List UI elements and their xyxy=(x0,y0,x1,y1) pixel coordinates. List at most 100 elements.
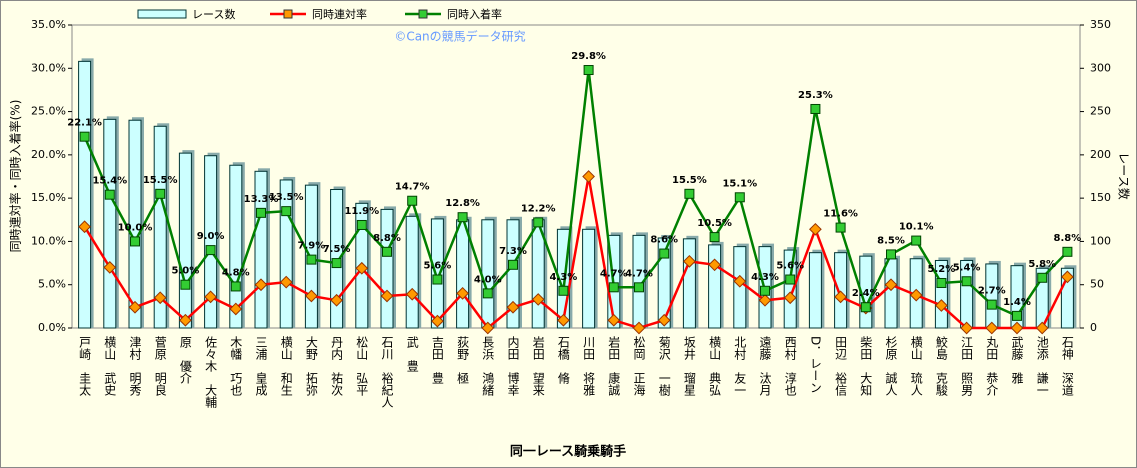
marker xyxy=(431,314,444,328)
marker xyxy=(180,279,191,290)
y-tick-label: 0.0% xyxy=(38,321,66,334)
marker xyxy=(380,289,394,303)
bar xyxy=(808,252,822,329)
marker xyxy=(279,275,293,289)
x-tick-label: 柴田 大知 xyxy=(859,336,873,397)
data-label: 11.6% xyxy=(823,209,858,220)
bar xyxy=(657,237,671,329)
marker xyxy=(230,281,241,292)
marker xyxy=(407,195,418,206)
data-label: 10.1% xyxy=(899,222,934,233)
data-label: 8.5% xyxy=(877,235,905,246)
marker xyxy=(482,288,493,299)
marker xyxy=(78,220,91,234)
data-label: 5.2% xyxy=(928,264,956,275)
marker xyxy=(785,274,796,285)
y2-tick-label: 150 xyxy=(1090,191,1111,204)
bar xyxy=(834,252,848,329)
x-tick-label: 菊沢 一樹 xyxy=(657,336,671,396)
data-label: 5.6% xyxy=(776,261,804,272)
marker xyxy=(481,321,495,335)
data-label: 12.8% xyxy=(445,198,480,209)
marker xyxy=(835,222,846,233)
data-label: 14.7% xyxy=(395,182,430,193)
data-label: 15.1% xyxy=(722,178,757,189)
marker xyxy=(608,282,619,293)
marker xyxy=(256,207,266,218)
legend-label: 同時入着率 xyxy=(447,7,502,21)
marker xyxy=(79,131,90,142)
marker xyxy=(1037,272,1048,283)
legend-swatch xyxy=(137,9,187,19)
x-tick-label: 丸田 恭介 xyxy=(985,336,999,396)
x-tick-label: 武藤 雅 xyxy=(1010,336,1024,384)
marker xyxy=(961,276,972,287)
x-tick-label: 坂井 瑠星 xyxy=(682,336,696,396)
marker xyxy=(306,254,317,265)
y2-tick-label: 300 xyxy=(1090,61,1111,74)
data-label: 5.8% xyxy=(1028,259,1056,270)
y2-tick-label: 250 xyxy=(1090,105,1111,118)
bar xyxy=(682,238,696,329)
bar xyxy=(178,152,192,329)
marker xyxy=(684,188,695,199)
data-label: 8.8% xyxy=(373,233,401,244)
x-tick-label: 松山 弘平 xyxy=(355,336,369,396)
data-label: 12.2% xyxy=(521,203,556,214)
marker xyxy=(986,299,997,310)
marker xyxy=(884,278,898,292)
data-label: 15.5% xyxy=(672,175,707,186)
x-tick-label: 田辺 裕信 xyxy=(834,336,848,397)
bar xyxy=(582,228,596,329)
x-tick-label: 戸崎 圭太 xyxy=(78,336,92,396)
y2-tick-label: 50 xyxy=(1090,278,1104,291)
marker xyxy=(860,302,871,313)
marker xyxy=(153,291,167,305)
x-tick-label: 北村 友一 xyxy=(733,336,747,396)
data-label: 15.4% xyxy=(92,176,127,187)
marker xyxy=(330,293,343,307)
bar xyxy=(405,215,419,329)
x-tick-label: 西村 淳也 xyxy=(783,336,797,396)
marker xyxy=(506,300,520,314)
data-label: 4.3% xyxy=(550,272,578,283)
data-label: 10.5% xyxy=(697,218,732,229)
bar xyxy=(380,208,394,329)
x-tick-label: D．レーン xyxy=(808,336,822,393)
bar xyxy=(708,244,722,329)
data-label: 10.0% xyxy=(118,222,153,233)
x-tick-label: 松岡 正海 xyxy=(632,336,646,396)
y2-axis-title: レース数 xyxy=(1117,152,1132,199)
marker xyxy=(331,258,342,269)
y2-tick-label: 0 xyxy=(1090,321,1097,334)
data-label: 2.7% xyxy=(978,286,1006,297)
marker xyxy=(305,289,318,303)
x-tick-label: 津村 明秀 xyxy=(128,336,142,396)
data-label: 22.1% xyxy=(67,118,102,129)
y-axis-title: 同時連対率・同時入着率(%) xyxy=(8,100,23,253)
bar xyxy=(506,219,520,329)
y-tick-label: 5.0% xyxy=(38,278,66,291)
marker xyxy=(634,282,644,293)
marker xyxy=(659,248,670,259)
marker xyxy=(935,299,948,312)
x-tick-label: 木幡 巧也 xyxy=(229,336,243,396)
marker xyxy=(356,219,367,230)
marker xyxy=(911,235,922,246)
marker xyxy=(205,245,216,256)
marker xyxy=(583,65,594,76)
marker xyxy=(657,313,671,327)
data-label: 5.6% xyxy=(424,261,452,272)
x-tick-label: 池添 謙一 xyxy=(1035,336,1049,396)
marker xyxy=(582,170,595,183)
x-tick-label: 石神 深道 xyxy=(1060,336,1074,396)
marker xyxy=(886,249,896,260)
y-tick-label: 25.0% xyxy=(31,105,66,118)
x-tick-label: 石川 裕紀人 xyxy=(380,336,394,408)
bar xyxy=(204,155,218,329)
x-tick-label: 鮫島 克駿 xyxy=(934,335,948,397)
y2-tick-label: 200 xyxy=(1090,148,1111,161)
marker xyxy=(229,302,243,316)
x-tick-label: 菅原 明良 xyxy=(153,336,167,397)
